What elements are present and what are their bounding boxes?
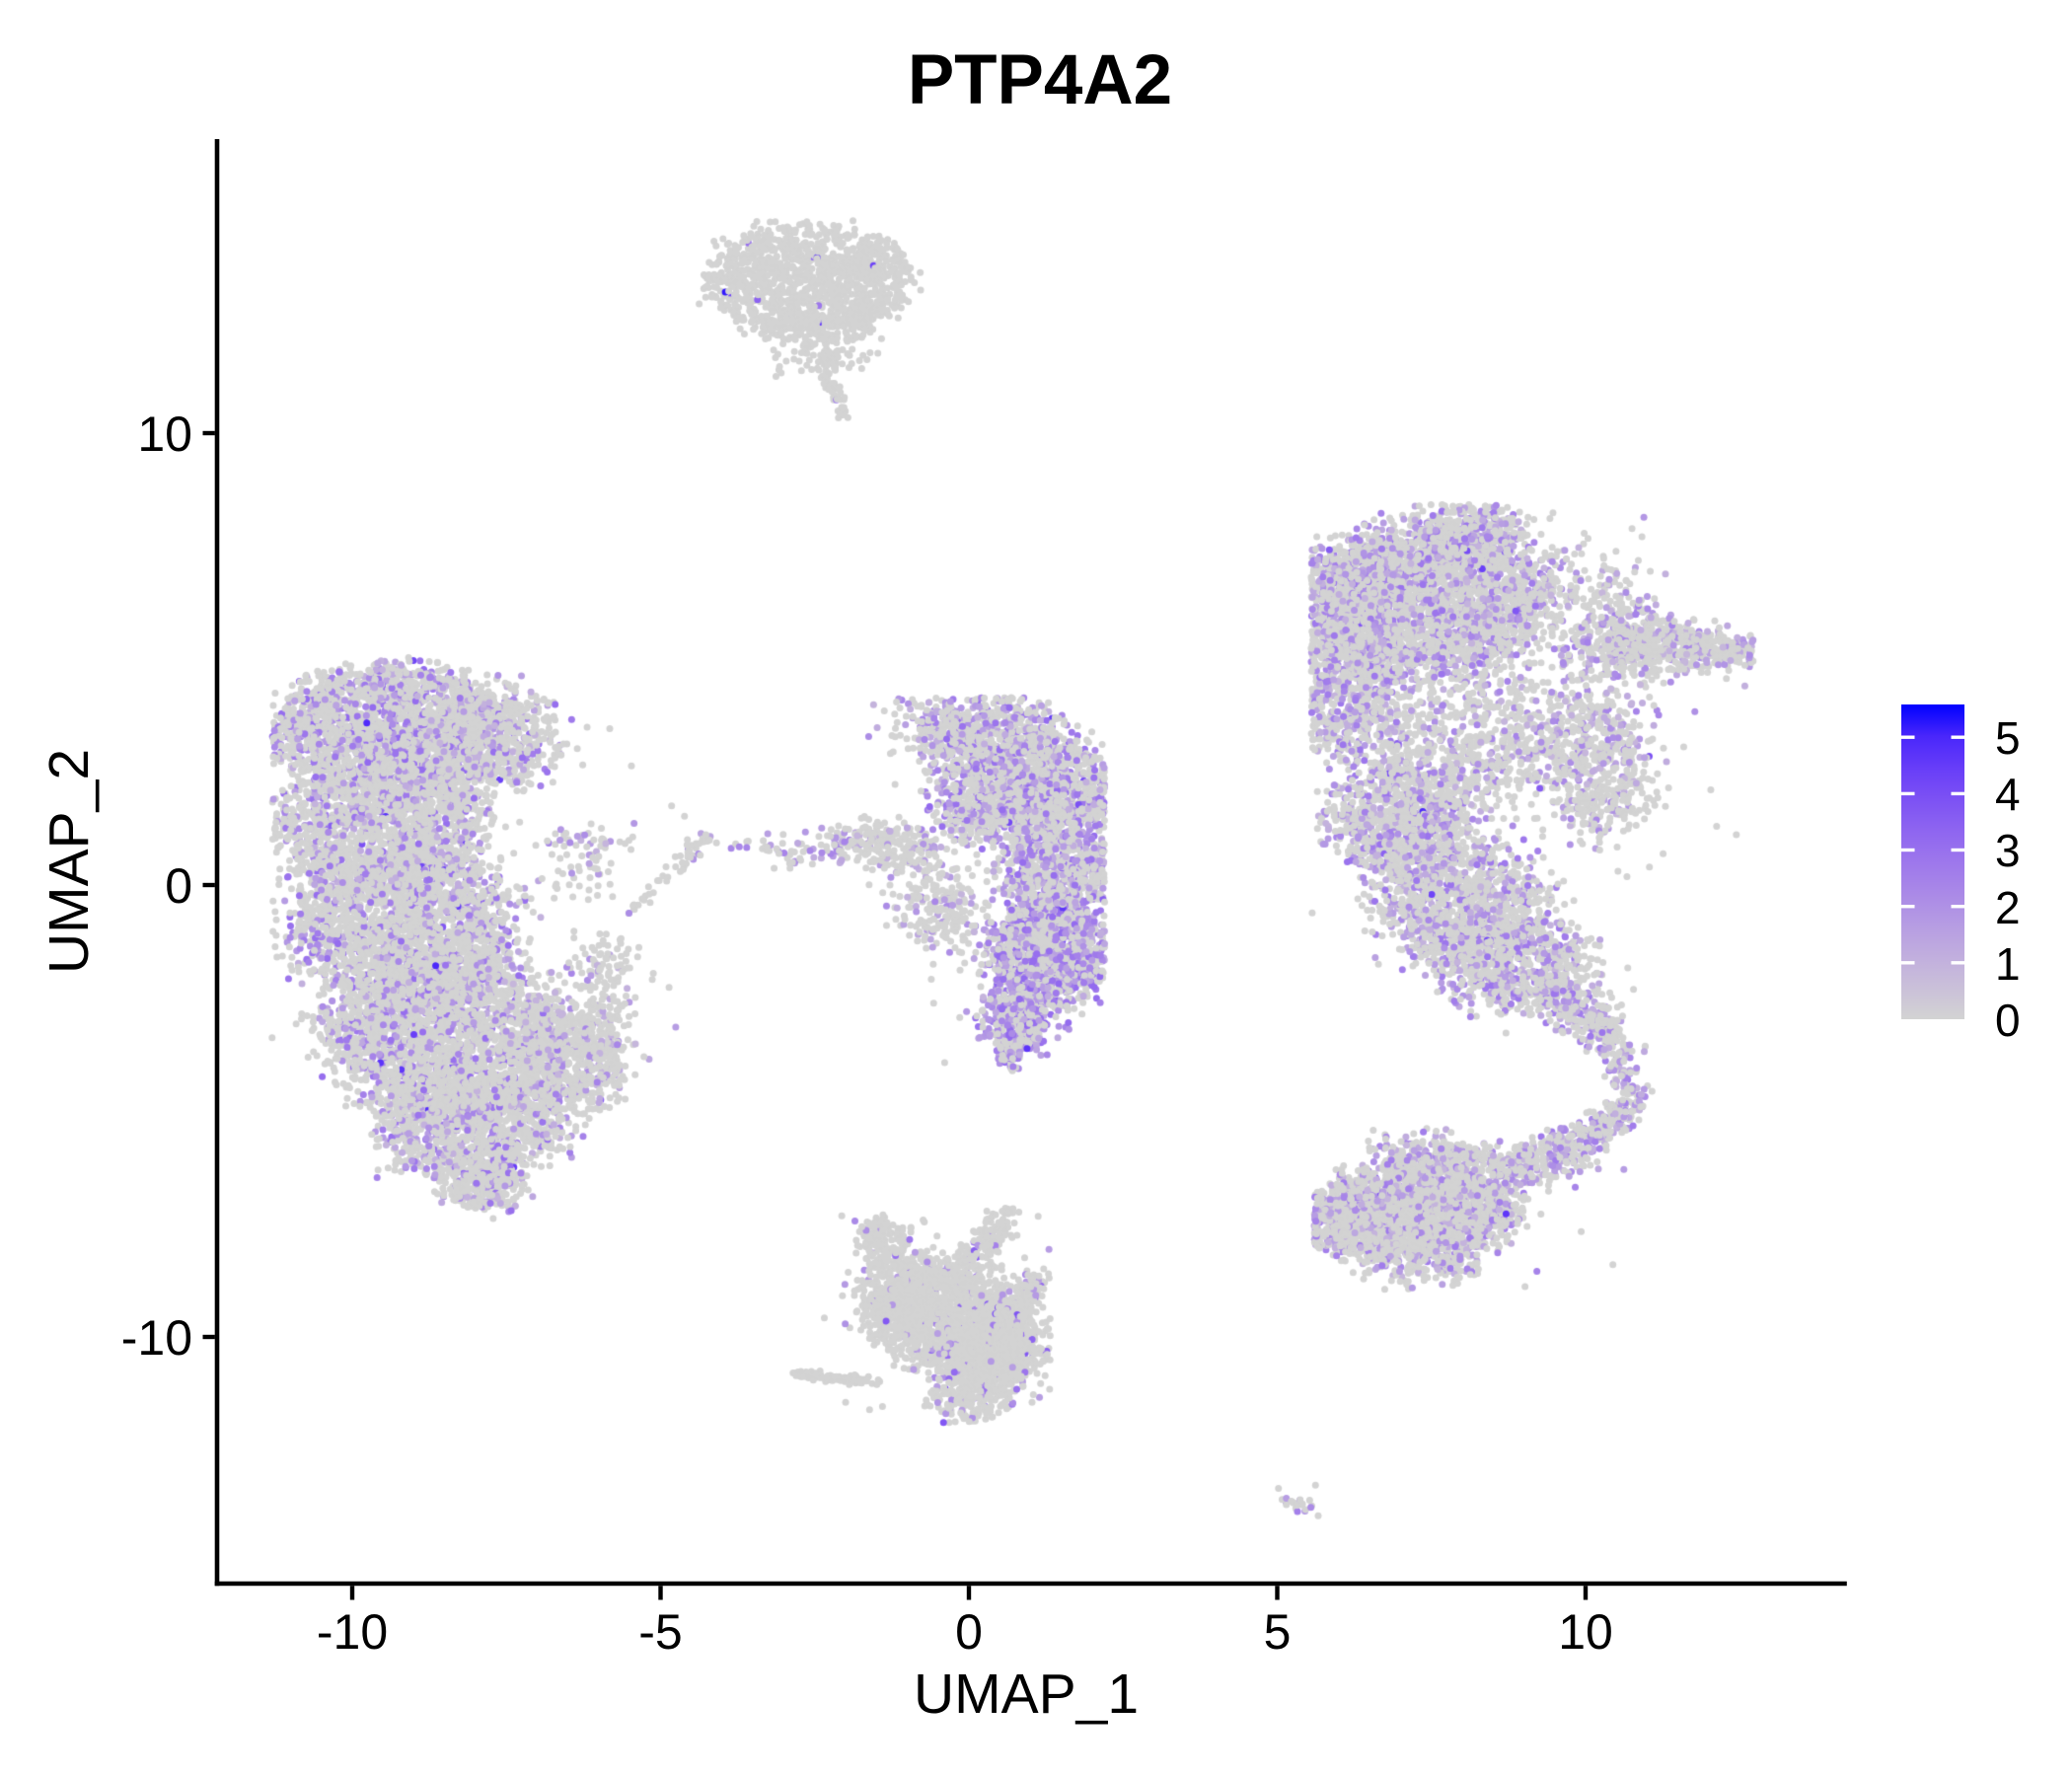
svg-text:4: 4 — [1995, 769, 2021, 820]
svg-text:UMAP_1: UMAP_1 — [914, 1663, 1139, 1726]
svg-text:-10: -10 — [121, 1310, 192, 1366]
svg-text:-10: -10 — [317, 1604, 388, 1660]
svg-text:0: 0 — [165, 858, 192, 914]
svg-text:0: 0 — [955, 1604, 983, 1660]
svg-text:5: 5 — [1264, 1604, 1292, 1660]
svg-text:UMAP_2: UMAP_2 — [37, 749, 101, 974]
svg-text:PTP4A2: PTP4A2 — [908, 41, 1172, 119]
svg-text:10: 10 — [137, 407, 192, 462]
svg-text:3: 3 — [1995, 825, 2021, 876]
svg-text:5: 5 — [1995, 712, 2021, 764]
svg-text:2: 2 — [1995, 882, 2021, 933]
svg-text:10: 10 — [1558, 1604, 1613, 1660]
svg-text:0: 0 — [1995, 995, 2021, 1046]
svg-text:1: 1 — [1995, 938, 2021, 990]
svg-text:-5: -5 — [638, 1604, 682, 1660]
